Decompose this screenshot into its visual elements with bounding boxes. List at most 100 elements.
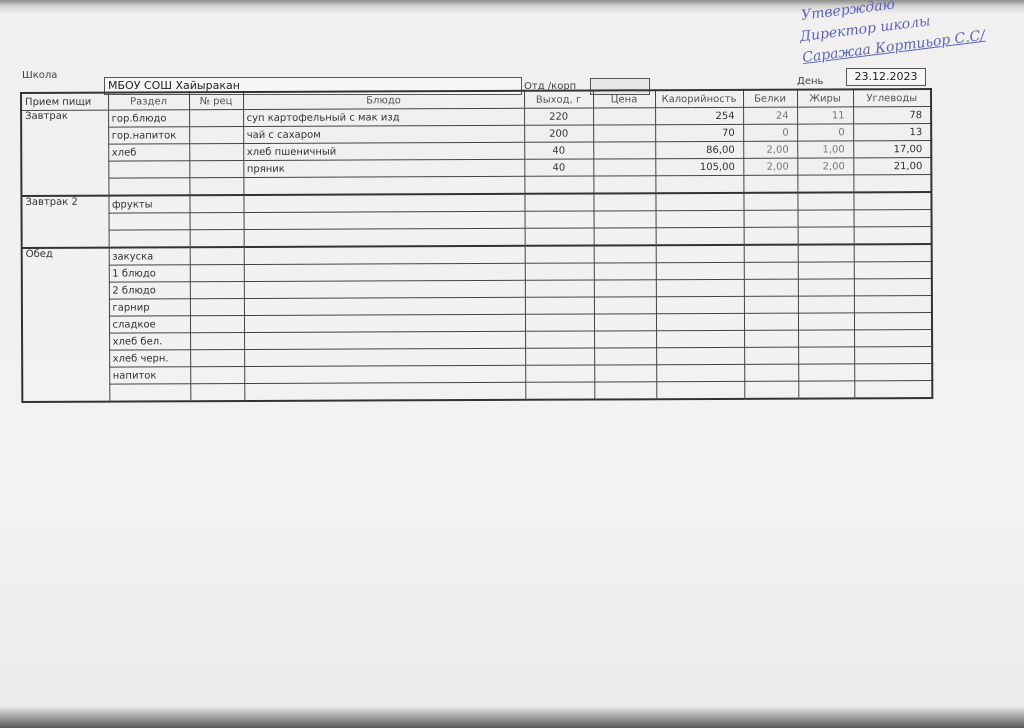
cell-protein: [743, 262, 798, 280]
column-header-calories: Калорийность: [654, 89, 744, 108]
cell-section: напиток: [109, 366, 191, 385]
cell-protein: 24: [743, 107, 798, 125]
cell-protein: [743, 244, 798, 263]
cell-section: хлеб: [108, 143, 190, 162]
cell-recipe-no: [189, 143, 244, 161]
cell-calories: 254: [655, 107, 744, 125]
cell-yield: [524, 262, 594, 281]
column-header-section: Раздел: [108, 92, 190, 111]
menu-table: Прием пищи Раздел № рец Блюдо Выход, г Цена Ка…: [20, 88, 934, 403]
cell-recipe-no: [189, 264, 244, 282]
cell-calories: [656, 364, 745, 382]
cell-recipe-no: [189, 177, 244, 196]
cell-price: [593, 227, 656, 246]
cell-price: [593, 245, 656, 263]
cell-carbs: [854, 346, 933, 364]
cell-carbs: [853, 312, 933, 330]
cell-calories: [655, 244, 744, 263]
cell-calories: [655, 227, 744, 246]
cell-yield: [525, 364, 595, 383]
cell-yield: [524, 279, 594, 298]
cell-dish: [243, 211, 525, 230]
cell-yield: 200: [524, 124, 594, 143]
cell-fat: [797, 244, 854, 263]
cell-yield: 220: [524, 107, 594, 126]
cell-fat: [797, 278, 854, 297]
cell-protein: 2,00: [743, 141, 798, 159]
meal-name: Завтрак: [21, 110, 109, 196]
day-label: День: [797, 76, 824, 87]
cell-dish: [243, 245, 525, 265]
cell-yield: [524, 175, 594, 194]
cell-protein: [743, 192, 798, 211]
cell-price: [593, 279, 656, 297]
cell-protein: [743, 175, 798, 193]
cell-calories: [655, 313, 745, 331]
cell-recipe-no: [189, 281, 244, 299]
school-field: МБОУ СОШ Хайыракан: [104, 77, 522, 95]
cell-dish: [243, 193, 525, 213]
cell-protein: [744, 364, 799, 382]
cell-recipe-no: [190, 332, 245, 350]
column-header-carbs: Углеводы: [852, 89, 932, 107]
cell-price: [593, 107, 656, 125]
cell-calories: [656, 330, 745, 348]
cell-carbs: [854, 363, 933, 381]
cell-calories: [655, 192, 744, 211]
cell-calories: [655, 175, 744, 194]
cell-protein: [743, 227, 798, 245]
cell-dish: пряник: [243, 159, 525, 178]
cell-yield: [524, 245, 594, 264]
cell-dish: [244, 331, 526, 350]
cell-carbs: 13: [853, 123, 932, 141]
cell-yield: [524, 296, 594, 315]
cell-fat: [797, 226, 854, 245]
cell-fat: 11: [797, 106, 854, 125]
cell-protein: [744, 381, 799, 399]
cell-fat: [797, 261, 854, 280]
cell-section: [108, 229, 190, 248]
cell-price: [593, 141, 656, 159]
cell-protein: [743, 210, 798, 228]
cell-yield: [525, 330, 595, 349]
cell-yield: [524, 210, 594, 229]
cell-calories: 70: [655, 124, 744, 142]
cell-section: гор.напиток: [108, 126, 190, 145]
column-header-yield: Выход, г: [523, 90, 594, 109]
cell-protein: 2,00: [743, 158, 798, 176]
cell-fat: [797, 312, 855, 331]
dept-field: [590, 78, 650, 95]
cell-calories: [655, 279, 744, 297]
cell-protein: [744, 347, 799, 365]
cell-fat: [798, 329, 855, 348]
column-header-price: Цена: [592, 90, 656, 108]
cell-carbs: 78: [853, 106, 932, 124]
column-header-recipe-no: № рец: [189, 92, 244, 110]
cell-calories: 86,00: [655, 141, 744, 159]
handwritten-approval-signature: Утверждаю Директор школы Саражаа Кортиьо…: [799, 0, 1024, 69]
cell-dish: [243, 176, 525, 196]
cell-dish: хлеб пшеничный: [243, 142, 525, 161]
column-header-dish: Блюдо: [243, 90, 525, 110]
cell-section: закуска: [108, 247, 190, 266]
cell-yield: 40: [524, 141, 594, 160]
cell-section: [108, 160, 190, 179]
cell-section: хлеб бел.: [109, 332, 191, 351]
column-header-fat: Жиры: [796, 89, 854, 108]
cell-price: [594, 381, 657, 400]
cell-section: сладкое: [108, 315, 191, 334]
cell-fat: [797, 174, 854, 193]
cell-section: [108, 177, 190, 196]
cell-price: [593, 210, 656, 228]
cell-section: хлеб черн.: [109, 349, 191, 368]
cell-yield: [525, 347, 595, 366]
cell-carbs: [854, 380, 933, 399]
cell-recipe-no: [189, 247, 244, 265]
cell-protein: [743, 313, 799, 331]
cell-fat: [798, 380, 855, 399]
cell-carbs: [853, 192, 932, 210]
cell-yield: [525, 381, 595, 400]
cell-fat: [797, 209, 854, 228]
cell-calories: 105,00: [655, 158, 744, 176]
cell-dish: [244, 365, 526, 384]
